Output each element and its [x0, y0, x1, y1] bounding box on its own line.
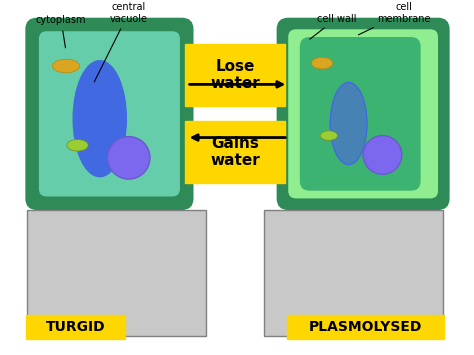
FancyBboxPatch shape	[277, 18, 450, 210]
FancyBboxPatch shape	[287, 315, 444, 339]
Text: cell
membrane: cell membrane	[358, 2, 431, 35]
Ellipse shape	[330, 82, 367, 165]
Ellipse shape	[320, 131, 337, 141]
FancyBboxPatch shape	[185, 121, 285, 183]
FancyBboxPatch shape	[288, 29, 438, 198]
FancyBboxPatch shape	[39, 31, 180, 197]
Text: Lose
water: Lose water	[210, 59, 260, 91]
Text: cytoplasm: cytoplasm	[36, 16, 86, 48]
FancyBboxPatch shape	[25, 18, 193, 210]
Text: TURGID: TURGID	[46, 320, 105, 334]
Ellipse shape	[311, 57, 333, 69]
Bar	[264, 210, 443, 336]
Text: Gains
water: Gains water	[210, 136, 260, 168]
FancyBboxPatch shape	[300, 37, 420, 191]
Ellipse shape	[67, 140, 88, 151]
Ellipse shape	[73, 61, 127, 177]
Circle shape	[108, 137, 150, 179]
Ellipse shape	[53, 59, 80, 73]
Bar	[27, 210, 206, 336]
Text: PLASMOLYSED: PLASMOLYSED	[309, 320, 422, 334]
Text: central
vacuole: central vacuole	[94, 2, 148, 82]
Circle shape	[363, 136, 402, 174]
Text: cell wall: cell wall	[310, 13, 356, 39]
FancyBboxPatch shape	[185, 44, 285, 106]
FancyBboxPatch shape	[27, 315, 125, 339]
